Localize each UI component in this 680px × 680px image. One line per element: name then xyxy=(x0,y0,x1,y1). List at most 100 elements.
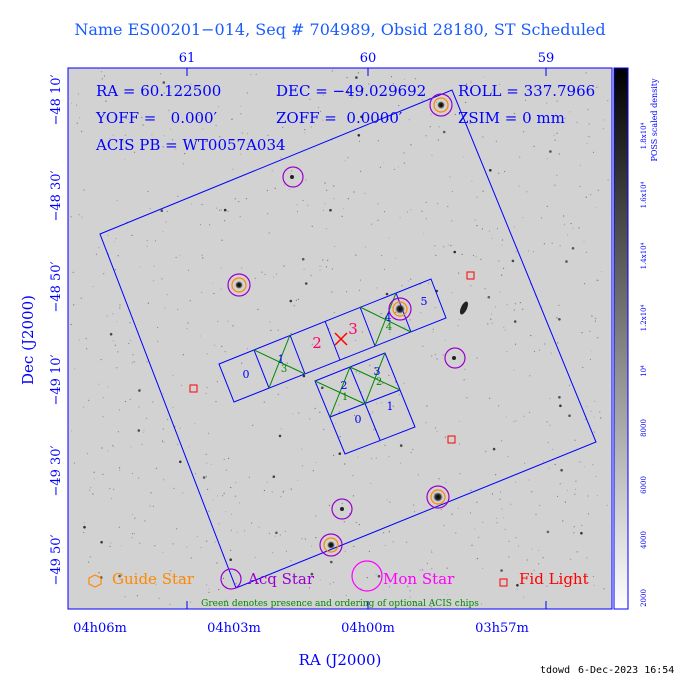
faint-star xyxy=(141,116,143,119)
faint-star xyxy=(315,461,317,464)
faint-star xyxy=(161,440,164,442)
faint-star xyxy=(465,83,468,85)
faint-star xyxy=(93,471,95,473)
faint-star xyxy=(180,384,182,387)
faint-star xyxy=(532,251,535,253)
acq-star-markers xyxy=(227,93,466,557)
colorbar-tick-label: 1.6x10⁴ xyxy=(640,181,648,208)
faint-star xyxy=(73,462,76,464)
faint-star xyxy=(142,124,144,126)
faint-star xyxy=(295,299,297,301)
faint-star xyxy=(587,513,590,515)
faint-star xyxy=(103,75,105,77)
ra-readout: RA = 60.122500 xyxy=(96,82,221,100)
faint-star xyxy=(470,82,472,84)
faint-star xyxy=(496,522,498,524)
faint-star xyxy=(492,447,496,451)
faint-star xyxy=(434,307,436,309)
faint-star xyxy=(393,168,395,171)
faint-star xyxy=(344,160,346,162)
faint-star xyxy=(308,587,311,589)
faint-star xyxy=(133,533,136,535)
faint-star xyxy=(413,511,416,513)
pointing-info: RA = 60.122500 DEC = −49.029692 ROLL = 3… xyxy=(95,82,595,154)
faint-star xyxy=(597,337,599,339)
faint-star xyxy=(556,495,559,497)
faint-star xyxy=(436,430,438,433)
faint-star xyxy=(258,526,260,528)
faint-star xyxy=(516,584,519,587)
faint-star xyxy=(419,569,421,571)
faint-star xyxy=(513,421,515,423)
faint-star xyxy=(205,475,207,477)
faint-star xyxy=(384,544,386,547)
faint-star xyxy=(375,86,377,88)
left-axis: −48 10′ −48 30′ −48 50′ −49 10′ −49 30′ … xyxy=(19,74,64,585)
faint-star xyxy=(240,153,242,155)
faint-star xyxy=(177,443,179,445)
faint-star xyxy=(319,411,321,413)
faint-star xyxy=(482,567,484,570)
faint-star xyxy=(209,224,211,226)
faint-star xyxy=(495,140,497,142)
faint-star xyxy=(282,490,284,492)
faint-star xyxy=(333,198,335,200)
faint-star xyxy=(403,382,405,385)
faint-star xyxy=(451,292,453,294)
faint-star xyxy=(264,273,266,276)
faint-star xyxy=(489,397,491,399)
faint-star xyxy=(385,292,389,296)
faint-star xyxy=(75,104,78,106)
faint-star xyxy=(358,289,360,291)
faint-star xyxy=(552,448,554,450)
faint-star xyxy=(607,179,609,181)
faint-star xyxy=(70,324,72,326)
mon-star-legend-icon xyxy=(351,560,383,592)
faint-star xyxy=(381,402,383,404)
faint-star xyxy=(551,242,553,244)
faint-star xyxy=(182,163,184,165)
faint-star xyxy=(86,453,89,455)
faint-star xyxy=(410,144,412,146)
faint-star xyxy=(106,315,108,317)
faint-star xyxy=(206,540,208,542)
legend-guide-label: Guide Star xyxy=(112,570,195,588)
faint-star xyxy=(542,557,544,559)
faint-star xyxy=(404,326,406,328)
faint-star xyxy=(474,528,476,530)
y-tick-label: −49 10′ xyxy=(49,354,64,405)
faint-star xyxy=(330,560,333,564)
faint-star xyxy=(152,401,154,403)
faint-star xyxy=(499,498,501,500)
colorbar-tick-label: 10⁴ xyxy=(640,365,648,377)
faint-star xyxy=(570,558,572,560)
faint-star xyxy=(498,405,500,407)
faint-star xyxy=(324,203,326,205)
zoff-readout: ZOFF = 0.0000′ xyxy=(276,109,403,127)
faint-star xyxy=(118,467,121,469)
faint-star xyxy=(78,214,80,216)
faint-star xyxy=(230,549,232,552)
faint-star xyxy=(118,526,120,528)
page-title: Name ES00201−014, Seq # 704989, Obsid 28… xyxy=(74,20,605,39)
faint-star xyxy=(339,436,341,438)
faint-star xyxy=(375,402,378,404)
faint-star xyxy=(518,185,520,187)
faint-star xyxy=(92,493,94,495)
faint-star xyxy=(255,73,257,75)
faint-star xyxy=(406,211,409,213)
faint-star xyxy=(500,569,503,572)
faint-star xyxy=(412,448,414,450)
faint-star xyxy=(303,268,305,270)
faint-star xyxy=(464,368,466,370)
faint-star xyxy=(523,596,525,598)
x-axis-label: RA (J2000) xyxy=(299,651,382,669)
faint-star xyxy=(579,185,581,188)
faint-star xyxy=(458,272,460,274)
faint-star xyxy=(476,558,478,560)
faint-star xyxy=(528,411,531,413)
faint-star xyxy=(580,531,583,535)
faint-star xyxy=(597,189,599,191)
faint-star xyxy=(568,414,571,418)
faint-star xyxy=(476,196,478,198)
